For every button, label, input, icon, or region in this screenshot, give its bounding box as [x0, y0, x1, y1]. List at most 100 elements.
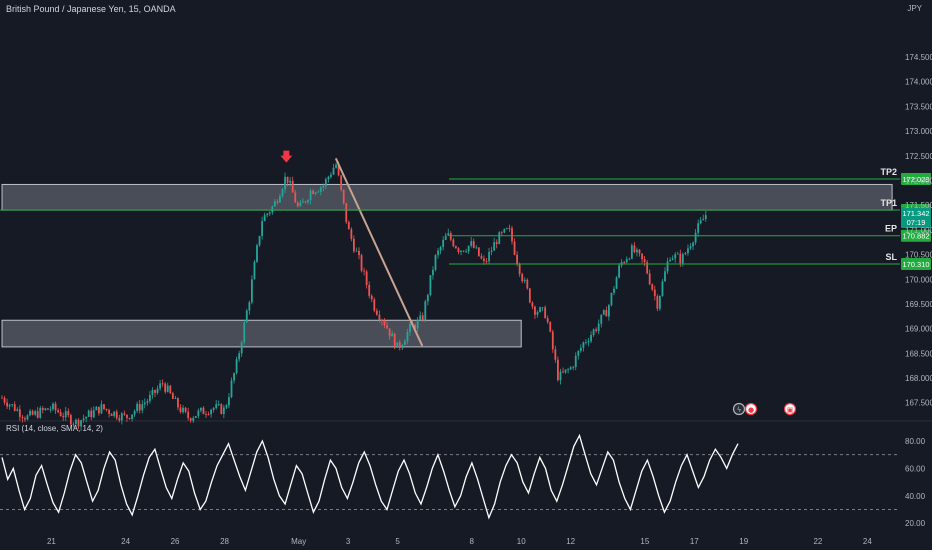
candle-body [432, 269, 434, 276]
candle-body [161, 383, 164, 385]
candle [340, 174, 343, 192]
lightning-icon[interactable]: ϟ [732, 402, 746, 416]
candle-body [541, 307, 544, 309]
arrow-down-icon [280, 150, 293, 163]
candle [248, 300, 251, 315]
candle [210, 408, 212, 418]
candle-body [656, 296, 659, 309]
candle [243, 320, 246, 345]
candle [179, 404, 182, 414]
candle [44, 407, 47, 411]
candle-body [684, 253, 687, 255]
currency-label: JPY [907, 4, 922, 13]
zones [1, 183, 893, 348]
candle-body [57, 410, 59, 413]
candle [557, 356, 559, 382]
candle [490, 246, 493, 256]
candle-body [687, 248, 689, 254]
candle-body [245, 310, 248, 323]
candle-body [120, 413, 123, 421]
candle [633, 242, 636, 254]
candle [279, 193, 281, 203]
candle-body [299, 202, 302, 207]
candle-body [3, 397, 6, 403]
candle [131, 414, 133, 422]
candle [363, 267, 365, 276]
candle [256, 243, 258, 263]
candle [638, 249, 641, 257]
candle [289, 177, 292, 187]
candle [630, 243, 633, 260]
candle [258, 235, 261, 247]
candle [171, 391, 174, 399]
candle-body [477, 247, 480, 257]
candle-body [676, 253, 679, 255]
candle-body [506, 228, 508, 229]
candle-body [75, 419, 77, 424]
candle [562, 367, 564, 374]
candle-body [138, 403, 141, 411]
candle [330, 171, 332, 179]
candle [370, 294, 373, 303]
candle-body [69, 415, 72, 425]
candle [523, 277, 526, 284]
candle-body [59, 412, 62, 417]
candle [13, 401, 16, 412]
candle [220, 403, 223, 415]
candle [396, 342, 399, 348]
candle-body [284, 176, 286, 190]
candle-body [273, 201, 276, 207]
candle [100, 400, 103, 415]
rsi-title: RSI (14, close, SMA, 14, 2) [6, 424, 103, 433]
candle [378, 310, 381, 323]
candle-body [189, 418, 192, 421]
candle-body [679, 253, 682, 264]
candle-body [1, 397, 3, 399]
candle [225, 403, 228, 409]
event-icons: ϟ ● ▣ [732, 402, 797, 416]
candle-body [6, 402, 8, 407]
candle [585, 339, 587, 345]
candle [307, 198, 309, 205]
candle [64, 407, 67, 422]
candle-body [452, 239, 455, 247]
candle [544, 305, 547, 319]
candle-body [307, 200, 309, 203]
calendar-icon[interactable]: ▣ [783, 402, 797, 416]
candle [648, 269, 651, 286]
candle-body [133, 411, 136, 415]
candle [194, 415, 197, 419]
candle [472, 238, 475, 249]
candle [34, 409, 37, 417]
level-label-sl: SL [885, 252, 897, 262]
candle [628, 257, 631, 261]
candle [266, 213, 269, 218]
candle-body [80, 420, 82, 427]
candle [360, 253, 363, 273]
candle-body [585, 342, 587, 344]
candle-body [697, 223, 700, 233]
candle [574, 352, 577, 371]
candle [146, 398, 149, 406]
arrow-layer [280, 150, 293, 163]
candle-body [521, 274, 524, 282]
candle-body [574, 355, 577, 368]
candle-body [419, 315, 422, 320]
candle-body [187, 411, 190, 419]
candle-body [110, 413, 113, 416]
price-tick-label: 173.000 [905, 127, 932, 136]
candle [319, 186, 322, 196]
candle-body [171, 393, 174, 399]
candle-body [689, 246, 692, 249]
candle [212, 407, 215, 413]
candle [467, 245, 470, 255]
candle-body [337, 164, 340, 176]
flag-icon[interactable]: ● [744, 402, 758, 416]
candle-body [516, 254, 518, 264]
candle [85, 416, 88, 423]
candle-body [41, 407, 44, 410]
candle-body [386, 325, 388, 329]
candle [618, 263, 620, 279]
